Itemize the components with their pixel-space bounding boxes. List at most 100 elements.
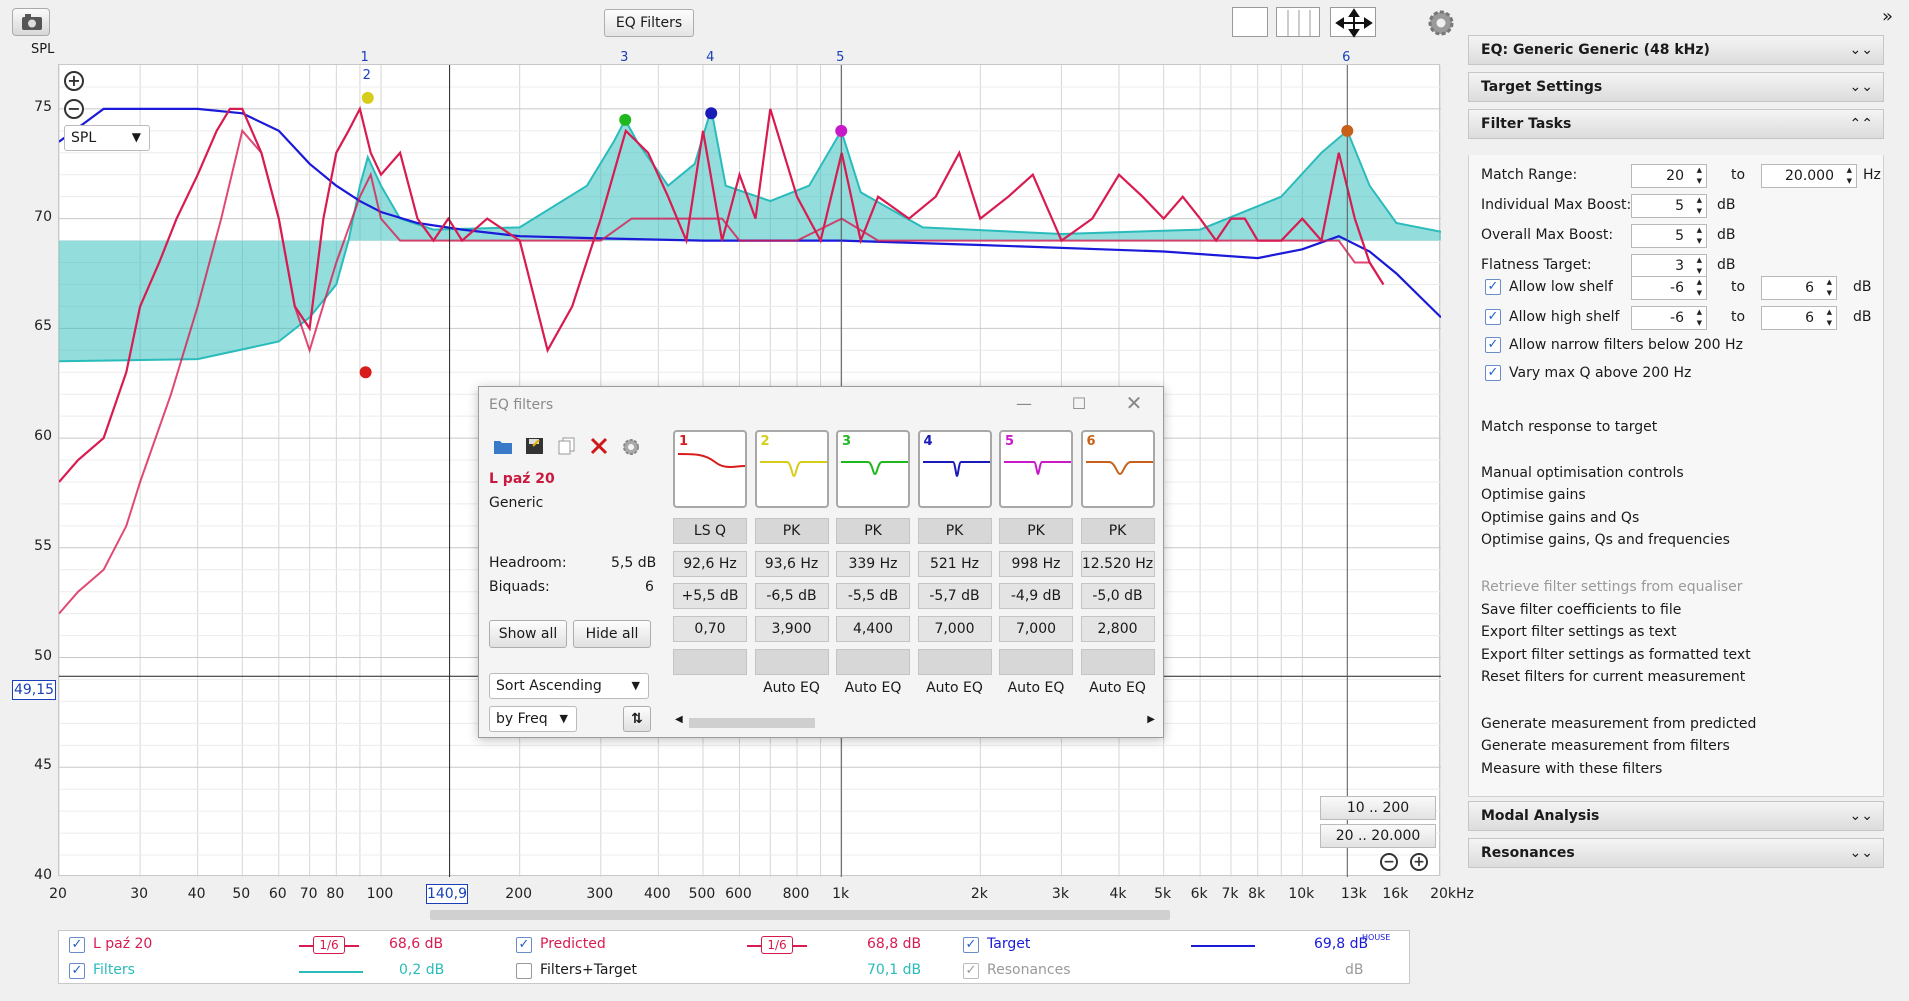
filters-target-checkbox[interactable]: ✓ [516, 963, 532, 979]
save-icon[interactable] [525, 437, 545, 455]
filter-q-field[interactable]: 4,400 [836, 616, 910, 642]
export-settings-formatted-link[interactable]: Export filter settings as formatted text [1481, 647, 1751, 663]
filter-marker-label-2[interactable]: 2 [362, 68, 371, 83]
range-20-20000-button[interactable]: 20 .. 20.000 [1320, 824, 1436, 848]
filter-handle-5[interactable] [835, 124, 848, 137]
zoom-in-icon[interactable]: + [64, 71, 84, 91]
collapse-panel-icon[interactable]: » [1882, 6, 1894, 27]
predicted-checkbox[interactable]: ✓ [516, 937, 532, 953]
filter-frequency-field[interactable]: 92,6 Hz [673, 551, 747, 577]
filter-handle-4[interactable] [705, 107, 718, 120]
filter-gain-field[interactable]: -5,0 dB [1080, 583, 1155, 609]
filter-marker-label-6[interactable]: 6 [1342, 50, 1351, 65]
filter-thumbnail-6[interactable]: 6 [1080, 430, 1155, 508]
eq-window-scrollbar[interactable]: ◀ ▶ [675, 714, 1155, 730]
target-checkbox[interactable]: ✓ [963, 937, 979, 953]
allow-low-shelf-checkbox[interactable]: ✓ [1485, 279, 1501, 295]
filter-extra-field[interactable] [1080, 649, 1155, 675]
filter-type-select[interactable]: PK [999, 518, 1073, 544]
zoom-in-x-icon[interactable]: + [1410, 853, 1428, 871]
graph-horizontal-scrollbar[interactable] [58, 908, 1440, 922]
individual-max-boost-input[interactable]: 5 [1631, 194, 1707, 218]
eq-generic-header[interactable]: EQ: Generic Generic (48 kHz) ⌄⌄ [1468, 35, 1884, 65]
single-pane-icon[interactable] [1232, 7, 1268, 37]
filter-frequency-field[interactable]: 339 Hz [836, 551, 910, 577]
filter-q-field[interactable]: 2,800 [1080, 616, 1155, 642]
overall-max-boost-input[interactable]: 5 [1631, 224, 1707, 248]
spl-select[interactable]: SPL ▼ [64, 125, 150, 151]
optimise-gains-link[interactable]: Optimise gains [1481, 487, 1586, 503]
filter-gain-field[interactable]: -5,7 dB [917, 583, 992, 609]
generate-from-filters-link[interactable]: Generate measurement from filters [1481, 738, 1730, 754]
filter-thumbnail-4[interactable]: 4 [917, 430, 992, 508]
filter-extra-field[interactable] [836, 649, 910, 675]
l-paz-checkbox[interactable]: ✓ [69, 937, 85, 953]
reset-filters-link[interactable]: Reset filters for current measurement [1481, 669, 1746, 685]
filters-checkbox[interactable]: ✓ [69, 963, 85, 979]
modal-analysis-header[interactable]: Modal Analysis ⌄⌄ [1468, 801, 1884, 831]
filter-marker-label-5[interactable]: 5 [836, 50, 845, 65]
zoom-out-x-icon[interactable]: − [1380, 853, 1398, 871]
filter-handle-3[interactable] [619, 113, 632, 126]
filter-gain-field[interactable]: -5,5 dB [836, 583, 910, 609]
filter-type-select[interactable]: PK [1080, 518, 1155, 544]
legend-target-label[interactable]: Target [987, 936, 1031, 952]
resonances-header[interactable]: Resonances ⌄⌄ [1468, 838, 1884, 868]
maximize-icon[interactable]: ☐ [1071, 393, 1087, 413]
sort-direction-icon[interactable]: ⇅ [623, 706, 651, 732]
l-paz-smoothing-badge[interactable]: 1/6 [313, 936, 345, 954]
fit-view-icon[interactable] [1330, 7, 1376, 38]
filter-tasks-header[interactable]: Filter Tasks ⌃⌃ [1468, 109, 1884, 139]
scrollbar-thumb[interactable] [689, 718, 815, 728]
filter-q-field[interactable]: 7,000 [999, 616, 1073, 642]
filter-extra-field[interactable] [754, 649, 829, 675]
scrollbar-thumb[interactable] [430, 910, 1170, 920]
show-all-button[interactable]: Show all [489, 620, 567, 648]
sort-by-select[interactable]: by Freq ▼ [489, 706, 577, 732]
settings-gear-icon[interactable] [621, 437, 641, 457]
filter-handle-6[interactable] [1341, 124, 1354, 137]
legend-filters-target-label[interactable]: Filters+Target [540, 962, 638, 978]
filter-marker-label-3[interactable]: 3 [620, 50, 629, 65]
filter-frequency-field[interactable]: 93,6 Hz [754, 551, 829, 577]
filter-thumbnail-5[interactable]: 5 [999, 430, 1073, 508]
filter-marker-label-1[interactable]: 1 [360, 50, 369, 65]
filter-gain-field[interactable]: -6,5 dB [754, 583, 829, 609]
generate-from-predicted-link[interactable]: Generate measurement from predicted [1481, 716, 1757, 732]
match-range-to-input[interactable]: 20.000 [1761, 164, 1857, 188]
optimise-gains-qs-freqs-link[interactable]: Optimise gains, Qs and frequencies [1481, 532, 1730, 548]
filter-thumbnail-2[interactable]: 2 [754, 430, 829, 508]
filter-handle-1[interactable] [359, 366, 372, 379]
filter-type-select[interactable]: LS Q [673, 518, 747, 544]
gear-icon[interactable] [1426, 8, 1456, 38]
copy-icon[interactable] [557, 437, 577, 455]
low-shelf-to-input[interactable]: 6 [1761, 276, 1837, 300]
filter-extra-field[interactable] [673, 649, 747, 675]
legend-l-paz-label[interactable]: L paź 20 [93, 936, 153, 952]
filter-gain-field[interactable]: +5,5 dB [673, 583, 747, 609]
hide-all-button[interactable]: Hide all [573, 620, 651, 648]
filter-q-field[interactable]: 0,70 [673, 616, 747, 642]
delete-icon[interactable] [589, 437, 609, 455]
filter-q-field[interactable]: 3,900 [754, 616, 829, 642]
predicted-smoothing-badge[interactable]: 1/6 [761, 936, 793, 954]
zoom-out-icon[interactable]: − [64, 99, 84, 119]
filter-frequency-field[interactable]: 521 Hz [917, 551, 992, 577]
filter-marker-label-4[interactable]: 4 [706, 50, 715, 65]
filter-type-select[interactable]: PK [836, 518, 910, 544]
match-response-link[interactable]: Match response to target [1481, 419, 1658, 435]
close-icon[interactable]: ✕ [1125, 391, 1143, 415]
scroll-left-icon[interactable]: ◀ [675, 714, 683, 725]
optimise-gains-qs-link[interactable]: Optimise gains and Qs [1481, 510, 1640, 526]
resonances-checkbox[interactable]: ✓ [963, 963, 979, 979]
range-10-200-button[interactable]: 10 .. 200 [1320, 796, 1436, 820]
manual-optimisation-link[interactable]: Manual optimisation controls [1481, 465, 1684, 481]
filter-type-select[interactable]: PK [917, 518, 992, 544]
sort-order-select[interactable]: Sort Ascending ▼ [489, 673, 649, 699]
filter-gain-field[interactable]: -4,9 dB [999, 583, 1073, 609]
multi-pane-icon[interactable] [1276, 7, 1320, 37]
scroll-right-icon[interactable]: ▶ [1147, 714, 1155, 725]
legend-predicted-label[interactable]: Predicted [540, 936, 606, 952]
measure-with-filters-link[interactable]: Measure with these filters [1481, 761, 1663, 777]
eq-filters-button[interactable]: EQ Filters [604, 9, 694, 37]
